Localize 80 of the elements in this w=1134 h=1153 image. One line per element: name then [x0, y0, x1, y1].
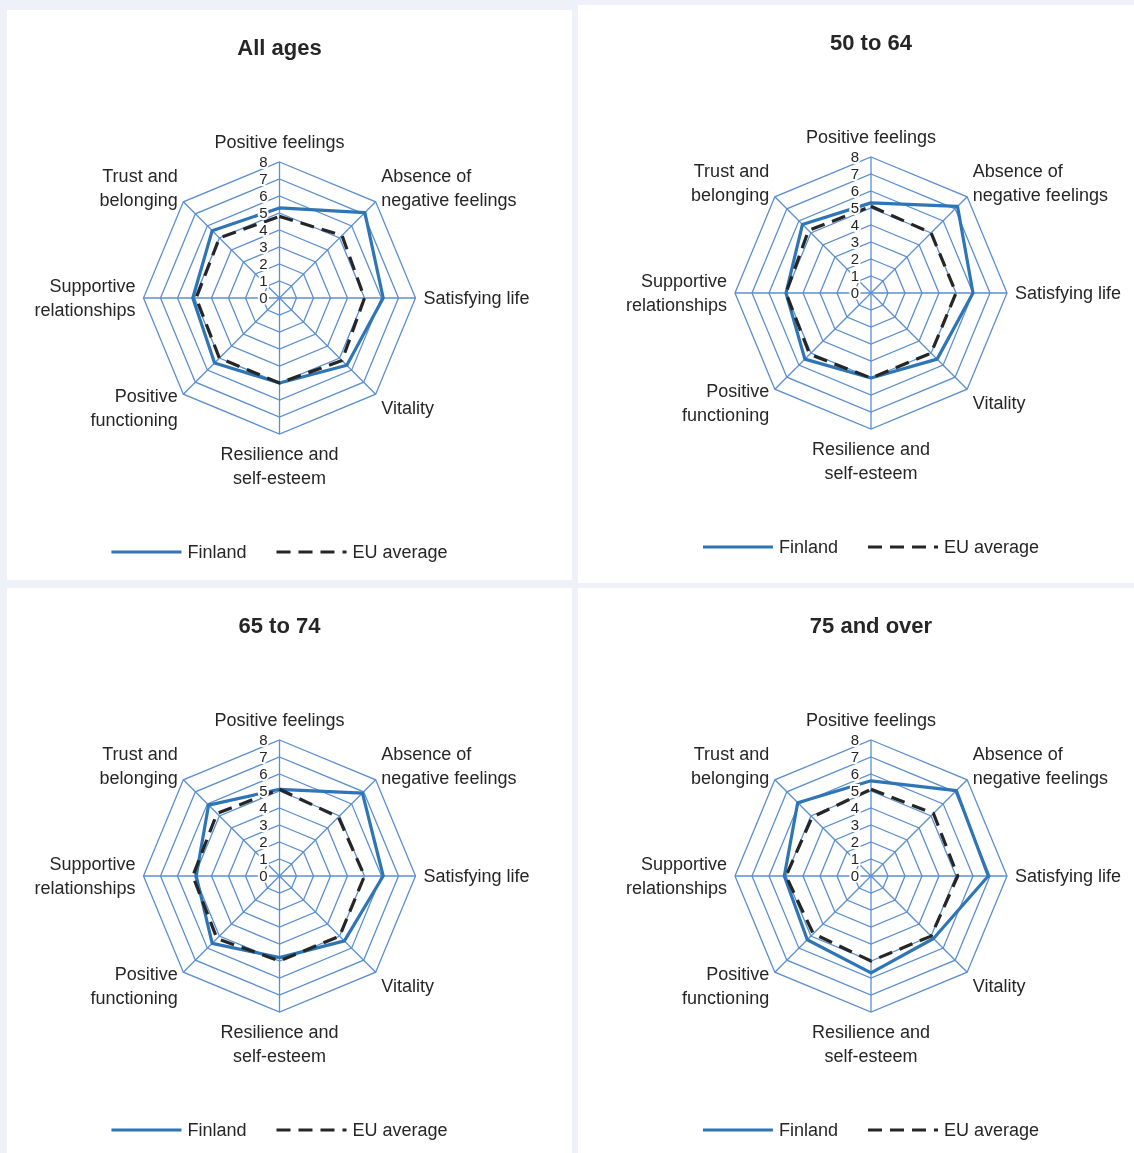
spoke-label: Supportive relationships: [34, 276, 136, 320]
y-tick-label: 1: [850, 267, 860, 285]
spoke-label: Satisfying life: [1015, 283, 1122, 303]
spoke-label: Positive functioning: [90, 964, 178, 1009]
spoke-label: Trust and belonging: [691, 160, 770, 205]
spoke-label: Vitality: [381, 976, 435, 997]
spoke-label: Positive feelings: [805, 127, 937, 147]
spoke-label: Positive feelings: [214, 132, 345, 152]
spoke-label: Absence of negative feelings: [972, 743, 1108, 788]
legend-label: Finland: [778, 537, 838, 558]
spoke-label: Resilience and self-esteem: [811, 1022, 931, 1066]
y-tick-label: 5: [259, 782, 268, 800]
legend-label: Finland: [187, 542, 247, 563]
y-tick-label: 0: [259, 289, 268, 307]
y-tick-label: 4: [259, 799, 268, 817]
y-tick-label: 1: [850, 850, 860, 868]
y-tick-label: 7: [259, 170, 268, 188]
spoke-label: Vitality: [972, 976, 1026, 997]
legend-label: EU average: [943, 537, 1040, 558]
spoke-label: Absence of negative feelings: [972, 160, 1108, 205]
y-tick-label: 2: [259, 833, 268, 851]
y-tick-label: 3: [259, 238, 268, 256]
spoke-label: Resilience and self-esteem: [811, 439, 931, 483]
y-tick-label: 6: [850, 765, 860, 783]
y-tick-label: 1: [259, 272, 268, 290]
spoke-label: Trust and belonging: [99, 165, 178, 210]
y-tick-label: 4: [850, 799, 860, 817]
spoke-label: Supportive relationships: [34, 854, 136, 898]
y-tick-label: 1: [259, 850, 268, 868]
chart-title: 65 to 74: [238, 613, 322, 638]
legend-label: Finland: [187, 1120, 247, 1141]
y-tick-label: 0: [259, 867, 268, 885]
y-tick-label: 7: [850, 165, 860, 183]
y-tick-label: 6: [259, 765, 268, 783]
y-tick-label: 4: [850, 216, 860, 234]
spoke-label: Vitality: [381, 398, 435, 419]
spoke-label: Positive functioning: [682, 964, 770, 1009]
spoke-label: Satisfying life: [423, 288, 530, 308]
y-tick-label: 2: [850, 833, 860, 851]
y-tick-label: 0: [850, 867, 860, 885]
chart-title: All ages: [237, 35, 322, 60]
y-tick-label: 8: [850, 731, 860, 749]
y-tick-label: 0: [850, 284, 860, 302]
legend-label: EU average: [943, 1120, 1040, 1141]
y-tick-label: 3: [850, 816, 860, 834]
legend-label: Finland: [778, 1120, 838, 1141]
y-tick-label: 3: [259, 816, 268, 834]
y-tick-label: 5: [850, 199, 860, 217]
legend-label: EU average: [352, 542, 448, 563]
y-tick-label: 3: [850, 233, 860, 251]
spoke-label: Satisfying life: [423, 866, 530, 886]
chart-title: 50 to 64: [830, 30, 913, 55]
y-tick-label: 2: [259, 255, 268, 273]
spoke-label: Satisfying life: [1015, 866, 1122, 886]
spoke-label: Resilience and self-esteem: [220, 1022, 339, 1066]
y-tick-label: 4: [259, 221, 268, 239]
y-tick-label: 8: [259, 153, 268, 171]
y-tick-label: 2: [850, 250, 860, 268]
y-tick-label: 7: [850, 748, 860, 766]
spoke-label: Absence of negative feelings: [381, 165, 517, 210]
spoke-label: Positive functioning: [682, 381, 770, 426]
y-tick-label: 7: [259, 748, 268, 766]
spoke-label: Trust and belonging: [691, 743, 770, 788]
spoke-label: Positive feelings: [214, 710, 345, 730]
spoke-label: Trust and belonging: [99, 743, 178, 788]
spoke-label: Resilience and self-esteem: [220, 444, 339, 488]
y-tick-label: 8: [259, 731, 268, 749]
spoke-label: Supportive relationships: [625, 271, 727, 315]
spoke-label: Vitality: [972, 393, 1026, 414]
spoke-label: Absence of negative feelings: [381, 743, 517, 788]
chart-title: 75 and over: [809, 613, 933, 638]
y-tick-label: 8: [850, 148, 860, 166]
y-tick-label: 5: [850, 782, 860, 800]
spoke-label: Supportive relationships: [625, 854, 727, 898]
spoke-label: Positive feelings: [805, 710, 937, 730]
y-tick-label: 5: [259, 204, 268, 222]
legend-label: EU average: [352, 1120, 448, 1141]
spoke-label: Positive functioning: [90, 386, 178, 431]
y-tick-label: 6: [259, 187, 268, 205]
y-tick-label: 6: [850, 182, 860, 200]
